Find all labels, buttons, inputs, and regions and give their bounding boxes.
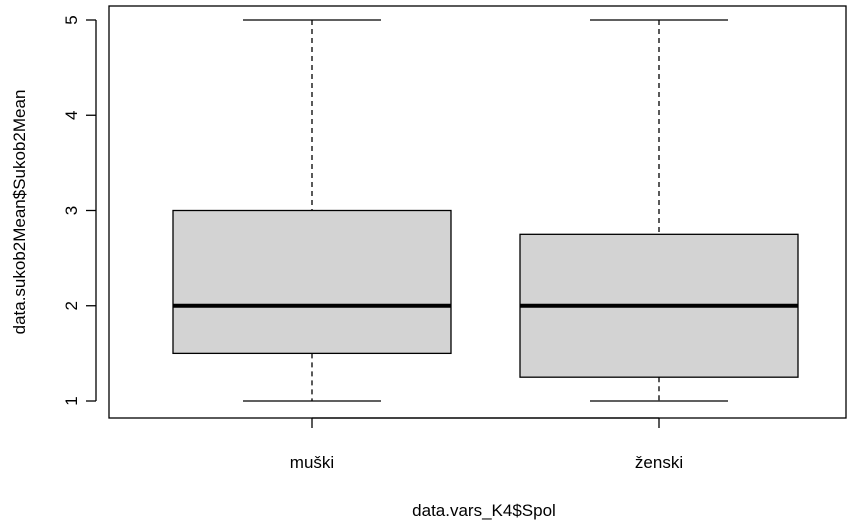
box-2 (519, 19, 799, 402)
boxes-group (172, 19, 799, 402)
y-tick-label: 5 (62, 15, 81, 24)
y-tick-label: 4 (62, 111, 81, 120)
x-axis-title: data.vars_K4$Spol (412, 501, 556, 520)
box-1 (172, 19, 452, 402)
iqr-box (172, 209, 452, 355)
y-tick-label: 2 (62, 301, 81, 310)
x-tick-label: muški (290, 453, 334, 472)
y-axis: 1 2 3 4 5 (62, 15, 97, 406)
y-axis-title: data.sukob2Mean$Sukob2Mean (10, 90, 29, 335)
y-tick-label: 3 (62, 206, 81, 215)
x-axis: muški ženski (290, 417, 683, 472)
x-tick-label: ženski (635, 453, 683, 472)
y-tick-label: 1 (62, 396, 81, 405)
